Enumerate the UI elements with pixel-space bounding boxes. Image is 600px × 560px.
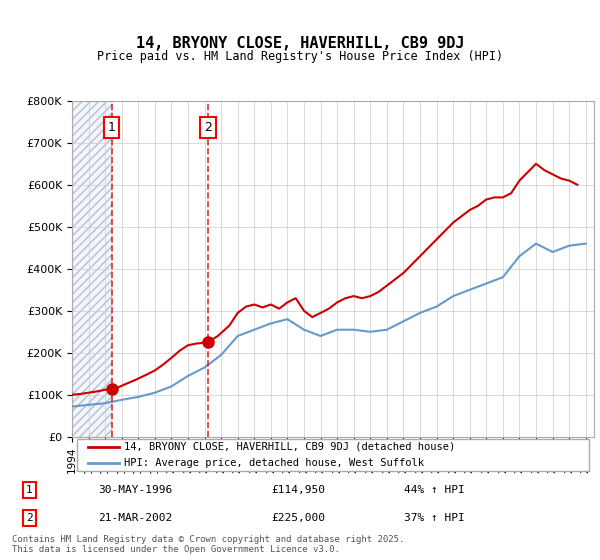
- HPI: Average price, detached house, West Suffolk: (2.02e+03, 3.8e+05): Average price, detached house, West Suff…: [499, 274, 506, 281]
- HPI: Average price, detached house, West Suffolk: (2.02e+03, 4.6e+05): Average price, detached house, West Suff…: [582, 240, 589, 247]
- HPI: Average price, detached house, West Suffolk: (2e+03, 1.45e+05): Average price, detached house, West Suff…: [184, 372, 191, 379]
- 14, BRYONY CLOSE, HAVERHILL, CB9 9DJ (detached house): [375, 288, 382, 295]
- HPI: Average price, detached house, West Suffolk: (2.02e+03, 3.65e+05): Average price, detached house, West Suff…: [482, 280, 490, 287]
- Text: 44% ↑ HPI: 44% ↑ HPI: [404, 485, 464, 495]
- Text: £225,000: £225,000: [271, 513, 325, 523]
- HPI: Average price, detached house, West Suffolk: (2e+03, 2.55e+05): Average price, detached house, West Suff…: [251, 326, 258, 333]
- HPI: Average price, detached house, West Suffolk: (2e+03, 1.95e+05): Average price, detached house, West Suff…: [218, 352, 225, 358]
- Text: 2: 2: [204, 121, 212, 134]
- HPI: Average price, detached house, West Suffolk: (2.02e+03, 4.55e+05): Average price, detached house, West Suff…: [566, 242, 573, 249]
- HPI: Average price, detached house, West Suffolk: (2.02e+03, 4.3e+05): Average price, detached house, West Suff…: [516, 253, 523, 260]
- HPI: Average price, detached house, West Suffolk: (2.01e+03, 2.75e+05): Average price, detached house, West Suff…: [400, 318, 407, 325]
- 14, BRYONY CLOSE, HAVERHILL, CB9 9DJ (detached house): [68, 391, 76, 398]
- HPI: Average price, detached house, West Suffolk: (2e+03, 1.2e+05): Average price, detached house, West Suff…: [168, 383, 175, 390]
- HPI: Average price, detached house, West Suffolk: (2e+03, 2.4e+05): Average price, detached house, West Suff…: [234, 333, 241, 339]
- HPI: Average price, detached house, West Suffolk: (2.02e+03, 4.4e+05): Average price, detached house, West Suff…: [549, 249, 556, 255]
- 14, BRYONY CLOSE, HAVERHILL, CB9 9DJ (detached house): [574, 181, 581, 188]
- Text: 21-MAR-2002: 21-MAR-2002: [98, 513, 173, 523]
- HPI: Average price, detached house, West Suffolk: (2.02e+03, 3.1e+05): Average price, detached house, West Suff…: [433, 303, 440, 310]
- 14, BRYONY CLOSE, HAVERHILL, CB9 9DJ (detached house): [532, 161, 539, 167]
- HPI: Average price, detached house, West Suffolk: (2e+03, 8.8e+04): Average price, detached house, West Suff…: [118, 396, 125, 403]
- 14, BRYONY CLOSE, HAVERHILL, CB9 9DJ (detached house): [184, 342, 191, 348]
- Text: Price paid vs. HM Land Registry's House Price Index (HPI): Price paid vs. HM Land Registry's House …: [97, 50, 503, 63]
- HPI: Average price, detached house, West Suffolk: (2.01e+03, 2.55e+05): Average price, detached house, West Suff…: [301, 326, 308, 333]
- HPI: Average price, detached house, West Suffolk: (2.02e+03, 2.95e+05): Average price, detached house, West Suff…: [416, 310, 424, 316]
- Line: 14, BRYONY CLOSE, HAVERHILL, CB9 9DJ (detached house): 14, BRYONY CLOSE, HAVERHILL, CB9 9DJ (de…: [72, 164, 577, 395]
- 14, BRYONY CLOSE, HAVERHILL, CB9 9DJ (detached house): [251, 301, 258, 308]
- HPI: Average price, detached house, West Suffolk: (1.99e+03, 7.2e+04): Average price, detached house, West Suff…: [68, 403, 76, 410]
- Line: HPI: Average price, detached house, West Suffolk: HPI: Average price, detached house, West…: [72, 244, 586, 407]
- HPI: Average price, detached house, West Suffolk: (2e+03, 8e+04): Average price, detached house, West Suff…: [101, 400, 109, 407]
- HPI: Average price, detached house, West Suffolk: (2.02e+03, 4.6e+05): Average price, detached house, West Suff…: [532, 240, 539, 247]
- HPI: Average price, detached house, West Suffolk: (2.01e+03, 2.55e+05): Average price, detached house, West Suff…: [350, 326, 358, 333]
- Text: 37% ↑ HPI: 37% ↑ HPI: [404, 513, 464, 523]
- HPI: Average price, detached house, West Suffolk: (2.01e+03, 2.55e+05): Average price, detached house, West Suff…: [334, 326, 341, 333]
- HPI: Average price, detached house, West Suffolk: (2.01e+03, 2.55e+05): Average price, detached house, West Suff…: [383, 326, 391, 333]
- Text: Contains HM Land Registry data © Crown copyright and database right 2025.
This d: Contains HM Land Registry data © Crown c…: [12, 535, 404, 554]
- HPI: Average price, detached house, West Suffolk: (2.01e+03, 2.4e+05): Average price, detached house, West Suff…: [317, 333, 324, 339]
- HPI: Average price, detached house, West Suffolk: (2.01e+03, 2.7e+05): Average price, detached house, West Suff…: [267, 320, 274, 326]
- 14, BRYONY CLOSE, HAVERHILL, CB9 9DJ (detached house): [168, 354, 175, 361]
- Bar: [72, 101, 112, 437]
- Text: 14, BRYONY CLOSE, HAVERHILL, CB9 9DJ: 14, BRYONY CLOSE, HAVERHILL, CB9 9DJ: [136, 36, 464, 52]
- HPI: Average price, detached house, West Suffolk: (2e+03, 1.65e+05): Average price, detached house, West Suff…: [201, 364, 208, 371]
- Bar: [72, 101, 112, 437]
- HPI: Average price, detached house, West Suffolk: (2e+03, 9.5e+04): Average price, detached house, West Suff…: [134, 394, 142, 400]
- HPI: Average price, detached house, West Suffolk: (2e+03, 7.6e+04): Average price, detached house, West Suff…: [85, 402, 92, 408]
- Text: £114,950: £114,950: [271, 485, 325, 495]
- Text: 1: 1: [108, 121, 116, 134]
- Text: HPI: Average price, detached house, West Suffolk: HPI: Average price, detached house, West…: [124, 458, 424, 468]
- HPI: Average price, detached house, West Suffolk: (2e+03, 1.05e+05): Average price, detached house, West Suff…: [151, 389, 158, 396]
- Text: 30-MAY-1996: 30-MAY-1996: [98, 485, 173, 495]
- 14, BRYONY CLOSE, HAVERHILL, CB9 9DJ (detached house): [508, 190, 515, 197]
- HPI: Average price, detached house, West Suffolk: (2.02e+03, 3.5e+05): Average price, detached house, West Suff…: [466, 287, 473, 293]
- Text: 1: 1: [26, 485, 32, 495]
- Text: 2: 2: [26, 513, 32, 523]
- FancyBboxPatch shape: [77, 438, 589, 472]
- HPI: Average price, detached house, West Suffolk: (2.02e+03, 3.35e+05): Average price, detached house, West Suff…: [449, 293, 457, 300]
- Text: 14, BRYONY CLOSE, HAVERHILL, CB9 9DJ (detached house): 14, BRYONY CLOSE, HAVERHILL, CB9 9DJ (de…: [124, 442, 455, 452]
- HPI: Average price, detached house, West Suffolk: (2.01e+03, 2.5e+05): Average price, detached house, West Suff…: [367, 328, 374, 335]
- 14, BRYONY CLOSE, HAVERHILL, CB9 9DJ (detached house): [342, 295, 349, 301]
- HPI: Average price, detached house, West Suffolk: (2.01e+03, 2.8e+05): Average price, detached house, West Suff…: [284, 316, 291, 323]
